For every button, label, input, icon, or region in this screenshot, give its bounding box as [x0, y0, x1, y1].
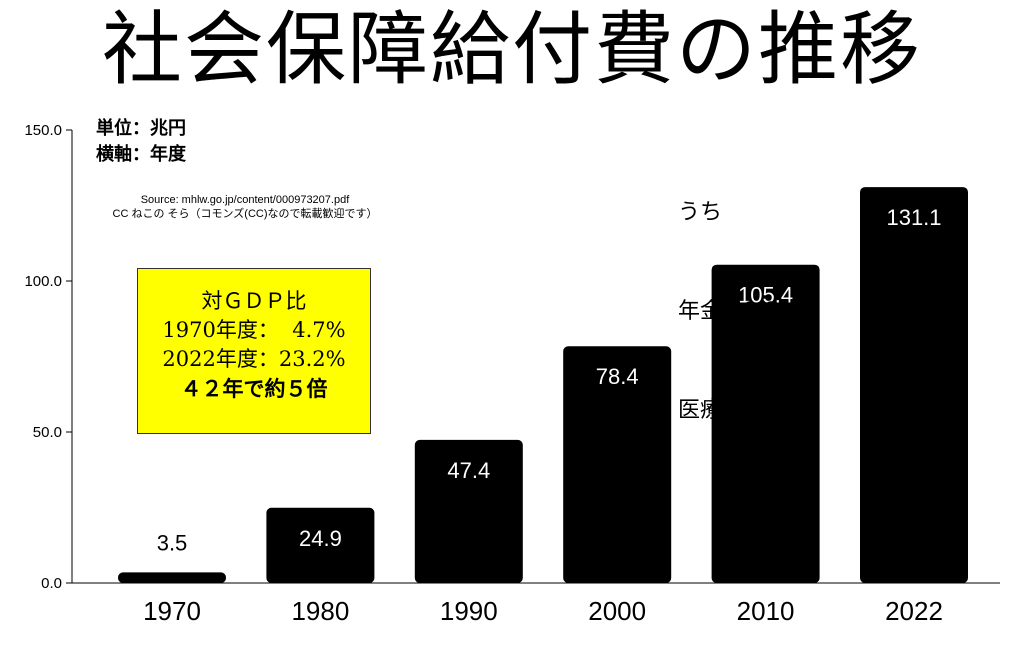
gdp-ratio-heading: 対ＧＤＰ比 — [201, 289, 307, 313]
bar — [414, 439, 523, 583]
bar-value-label: 78.4 — [596, 364, 639, 389]
y-tick-label: 0.0 — [41, 575, 62, 592]
y-tick-label: 100.0 — [24, 273, 62, 290]
bar-value-label: 47.4 — [447, 458, 490, 483]
gdp-ratio-2022: 2022年度：23.2% — [162, 347, 346, 371]
breakdown-annotation: うち 年金 58.9 医療 40.8 → — [678, 130, 803, 460]
chart-title: 社会保障給付費の推移 — [102, 3, 922, 96]
x-tick-label: 1990 — [440, 596, 498, 626]
x-tick-label: 1970 — [143, 596, 201, 626]
gdp-ratio-box: 対ＧＤＰ比 1970年度： 4.7% 2022年度：23.2% ４２年で約５倍 — [137, 268, 371, 434]
breakdown-heading: うち — [678, 200, 723, 225]
xaxis-label: 横軸：年度 — [96, 144, 186, 165]
bar-value-label: 105.4 — [738, 283, 793, 308]
y-tick-label: 50.0 — [33, 424, 62, 441]
bar-value-label: 131.1 — [886, 205, 941, 230]
license-note: CC ねこの そら（コモンズ(CC)なので転載歓迎です） — [112, 208, 378, 220]
bar-value-label: 3.5 — [157, 530, 188, 555]
bar — [711, 264, 820, 583]
x-tick-label: 2000 — [588, 596, 646, 626]
x-tick-label: 2010 — [737, 596, 795, 626]
gdp-ratio-summary: ４２年で約５倍 — [180, 376, 328, 401]
bar — [118, 572, 226, 583]
source-note: Source: mhlw.go.jp/content/000973207.pdf… — [80, 193, 410, 221]
bar — [563, 346, 672, 583]
source-url: Source: mhlw.go.jp/content/000973207.pdf — [140, 194, 350, 206]
bar — [860, 187, 968, 583]
bar-value-label: 24.9 — [299, 526, 342, 551]
x-tick-label: 1980 — [291, 596, 349, 626]
y-tick-label: 150.0 — [24, 122, 62, 139]
breakdown-pension: 年金 58.9 — [678, 299, 778, 324]
gdp-ratio-1970: 1970年度： 4.7% — [162, 318, 346, 342]
unit-label: 単位：兆円 — [96, 118, 186, 139]
x-tick-label: 2022 — [885, 596, 943, 626]
bar — [266, 507, 375, 583]
units-note: 単位：兆円 横軸：年度 — [96, 116, 186, 168]
breakdown-medical: 医療 40.8 → — [678, 398, 804, 423]
